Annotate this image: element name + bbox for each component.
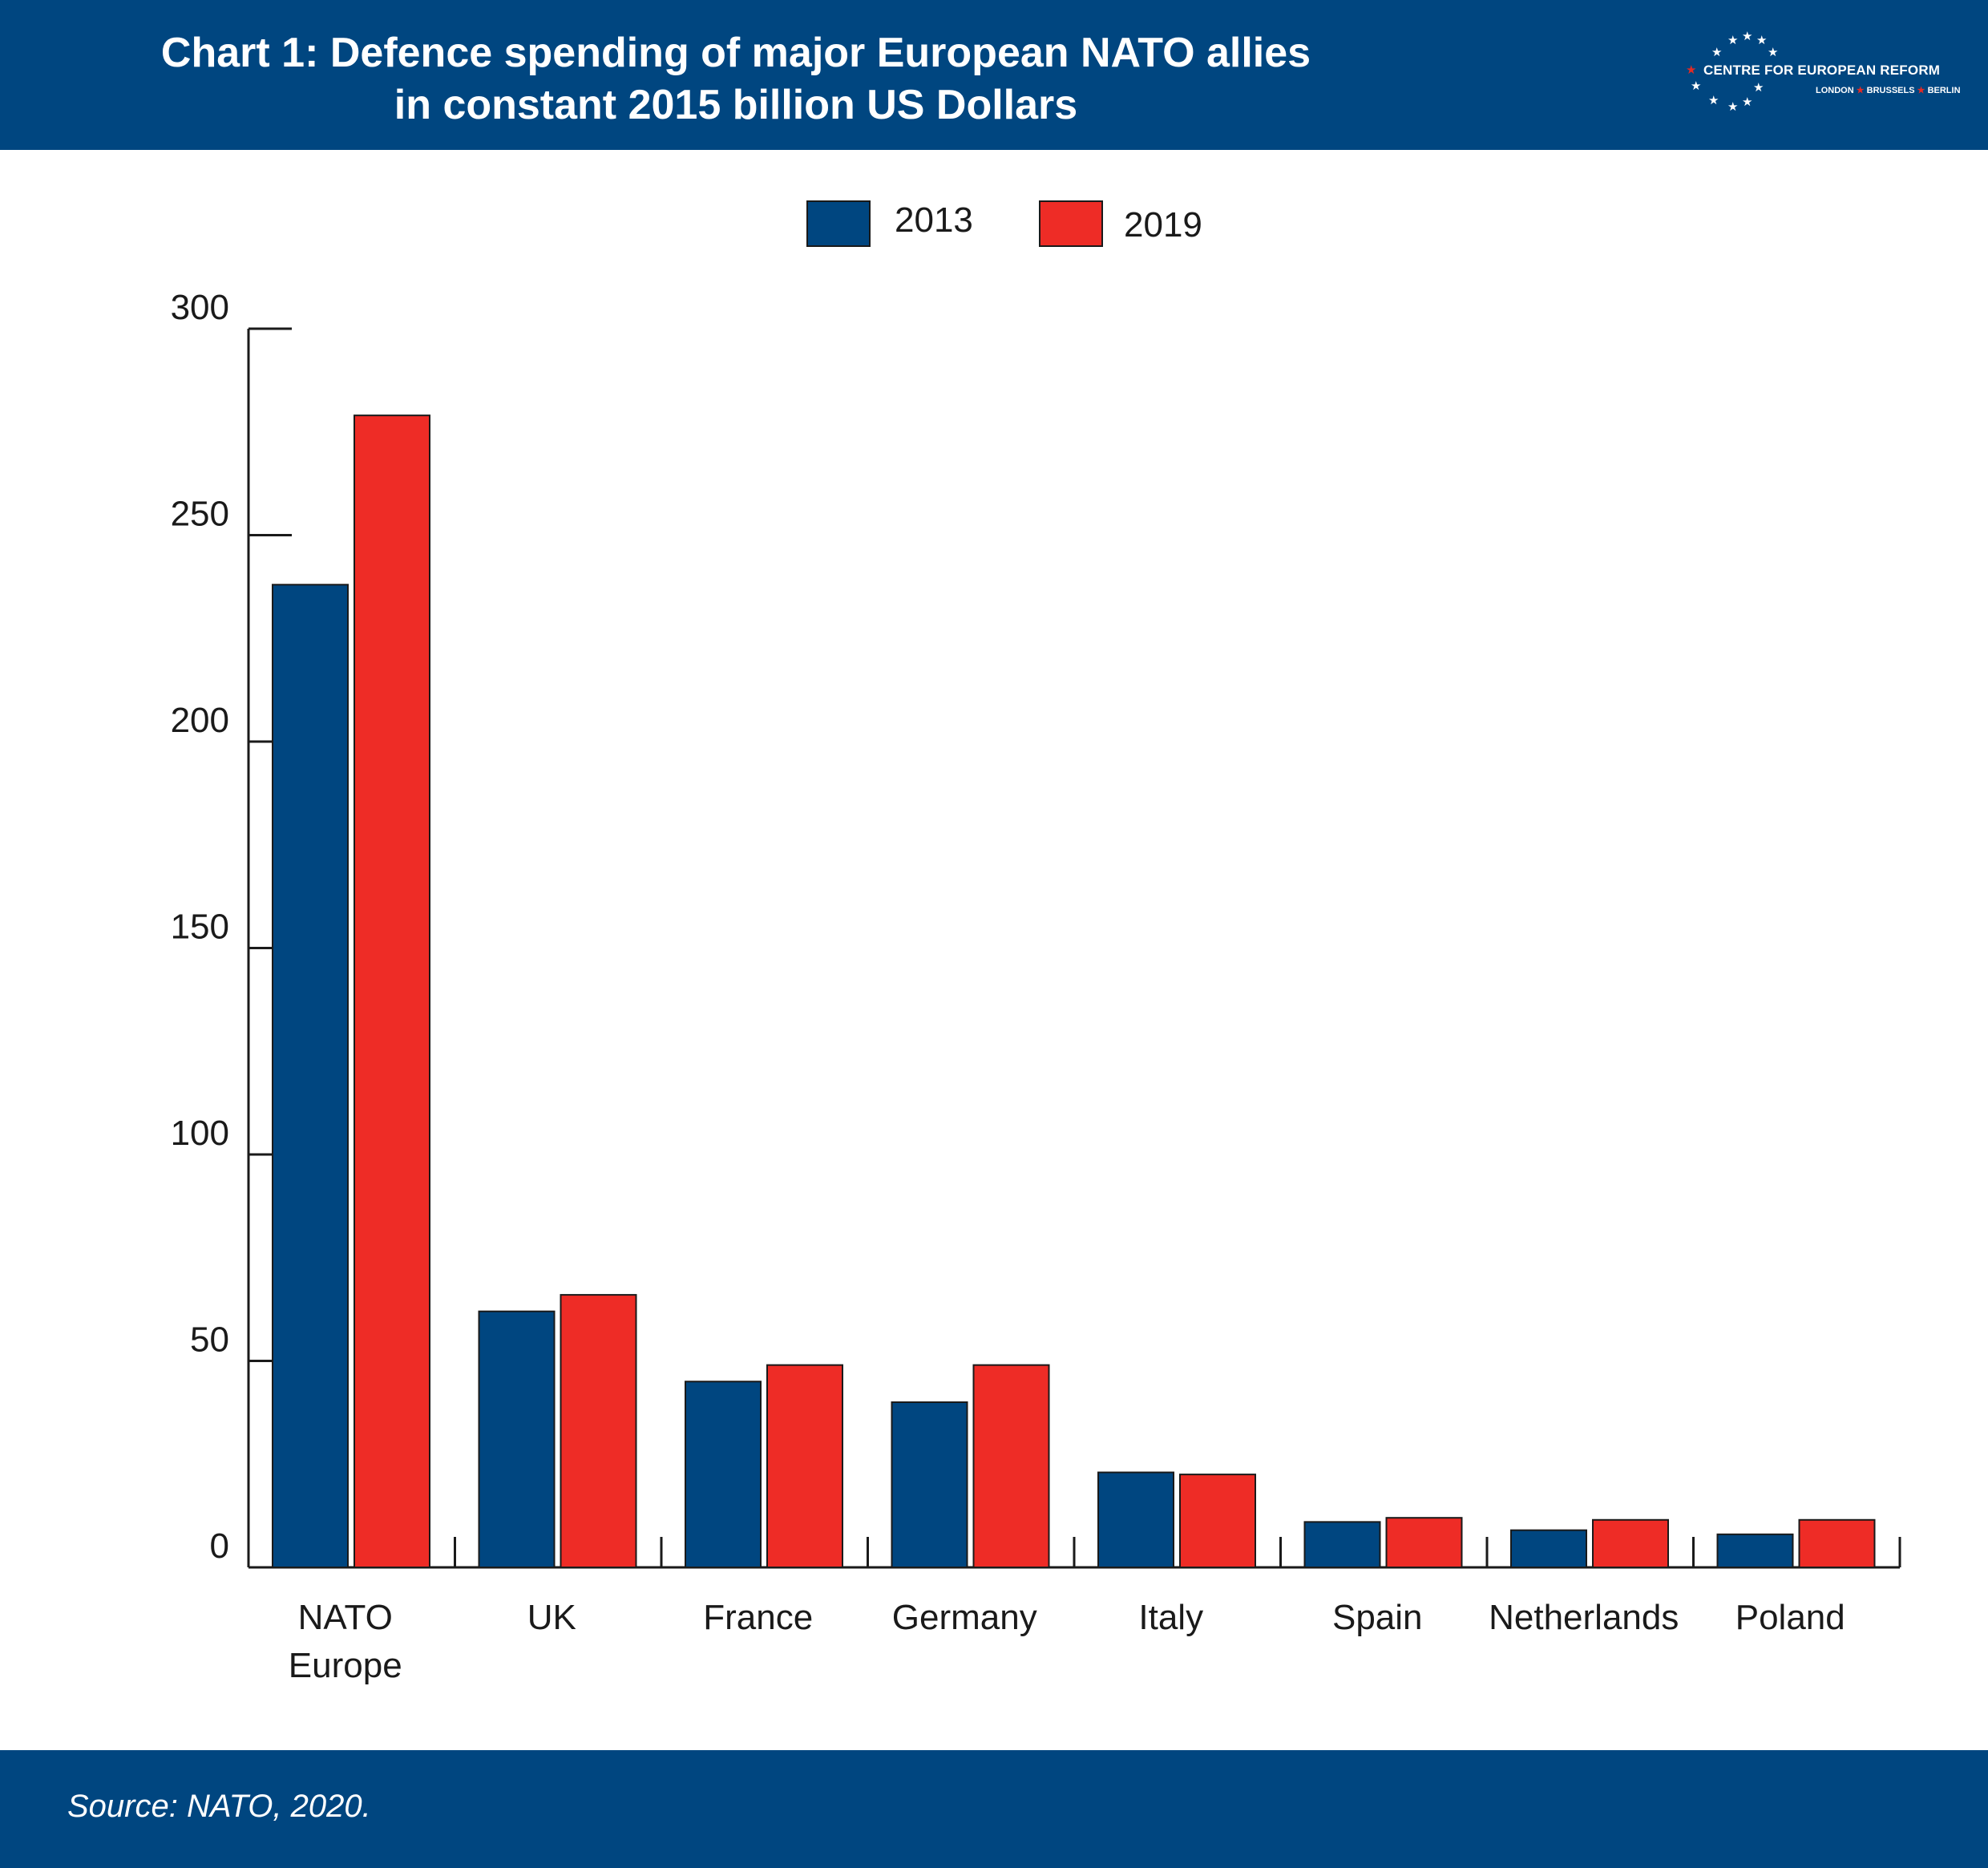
logo-separator-icon: ★: [1917, 86, 1925, 95]
logo-separator-icon: ★: [1856, 86, 1865, 95]
bar-2013: [685, 1381, 762, 1568]
legend-label-2019: 2019: [1124, 205, 1202, 245]
bar-chart: 0 50 100 150 200 250 300 NATO Europe UK France Germ…: [171, 288, 1901, 1685]
footer-banner: Source: NATO, 2020.: [0, 1750, 1988, 1868]
source-note: Source: NATO, 2020.: [67, 1789, 371, 1824]
logo-star-red-icon: ★: [1686, 63, 1697, 77]
x-category-label: Europe: [289, 1646, 402, 1685]
x-category-label: Netherlands: [1489, 1598, 1679, 1637]
bar-2013: [478, 1310, 556, 1568]
bar-2019: [972, 1364, 1050, 1569]
bar-2013: [1716, 1533, 1794, 1569]
logo-star-icon: ★: [1711, 46, 1723, 59]
logo-cities: LONDON ★ BRUSSELS ★ BERLIN: [1816, 85, 1961, 95]
legend-swatch-2013: [806, 200, 871, 247]
bar-2019: [354, 414, 430, 1568]
legend-label-2013: 2013: [895, 200, 973, 240]
logo-city: BRUSSELS: [1866, 86, 1915, 95]
logo-star-icon: ★: [1691, 79, 1702, 93]
bar-2019: [766, 1364, 843, 1569]
bar-2013: [1097, 1471, 1174, 1569]
bar-2013: [272, 584, 349, 1568]
x-category-label: NATO: [298, 1598, 393, 1637]
bar-2019: [1592, 1518, 1669, 1569]
y-tick-label: 200: [171, 701, 229, 740]
logo-name: CENTRE FOR EUROPEAN REFORM: [1703, 63, 1941, 78]
bar-2019: [1385, 1517, 1463, 1568]
y-tick-label: 50: [190, 1320, 229, 1360]
bar-2013: [891, 1401, 968, 1568]
logo-star-icon: ★: [1727, 34, 1739, 47]
y-tick-label: 100: [171, 1114, 229, 1153]
x-category-label: Spain: [1332, 1598, 1423, 1637]
y-tick-label: 250: [171, 495, 229, 534]
chart-title-line1: Chart 1: Defence spending of major Europ…: [160, 30, 1311, 76]
logo-star-icon: ★: [1742, 95, 1753, 109]
bar-2019: [1179, 1474, 1256, 1568]
bar-2013: [1303, 1521, 1381, 1568]
x-category-label: Germany: [892, 1598, 1037, 1637]
logo-star-icon: ★: [1756, 34, 1768, 47]
header-banner: Chart 1: Defence spending of major Europ…: [0, 0, 1988, 150]
logo-star-icon: ★: [1708, 94, 1719, 107]
x-category-label: Poland: [1735, 1598, 1845, 1637]
logo-star-icon: ★: [1753, 81, 1764, 95]
x-category-label: Italy: [1138, 1598, 1203, 1637]
y-tick-label: 150: [171, 908, 229, 947]
logo-star-icon: ★: [1742, 30, 1753, 43]
bar-2019: [560, 1294, 637, 1568]
logo-city: LONDON: [1816, 86, 1854, 95]
y-tick-label: 0: [210, 1526, 229, 1566]
y-tick-label: 300: [171, 288, 229, 327]
chart-title-line2: in constant 2015 billion US Dollars: [394, 82, 1078, 128]
cer-logo: ★ ★ ★ ★ ★ ★ ★ ★ ★ ★ ★ CENTRE FOR EUROPEA…: [1679, 30, 1968, 119]
logo-star-icon: ★: [1768, 46, 1779, 59]
logo-star-icon: ★: [1727, 100, 1739, 114]
logo-city: BERLIN: [1927, 86, 1961, 95]
bar-2019: [1798, 1518, 1876, 1569]
x-category-label: France: [703, 1598, 813, 1637]
bar-2013: [1510, 1529, 1587, 1569]
x-category-label: UK: [527, 1598, 576, 1637]
legend-swatch-2019: [1039, 200, 1103, 247]
